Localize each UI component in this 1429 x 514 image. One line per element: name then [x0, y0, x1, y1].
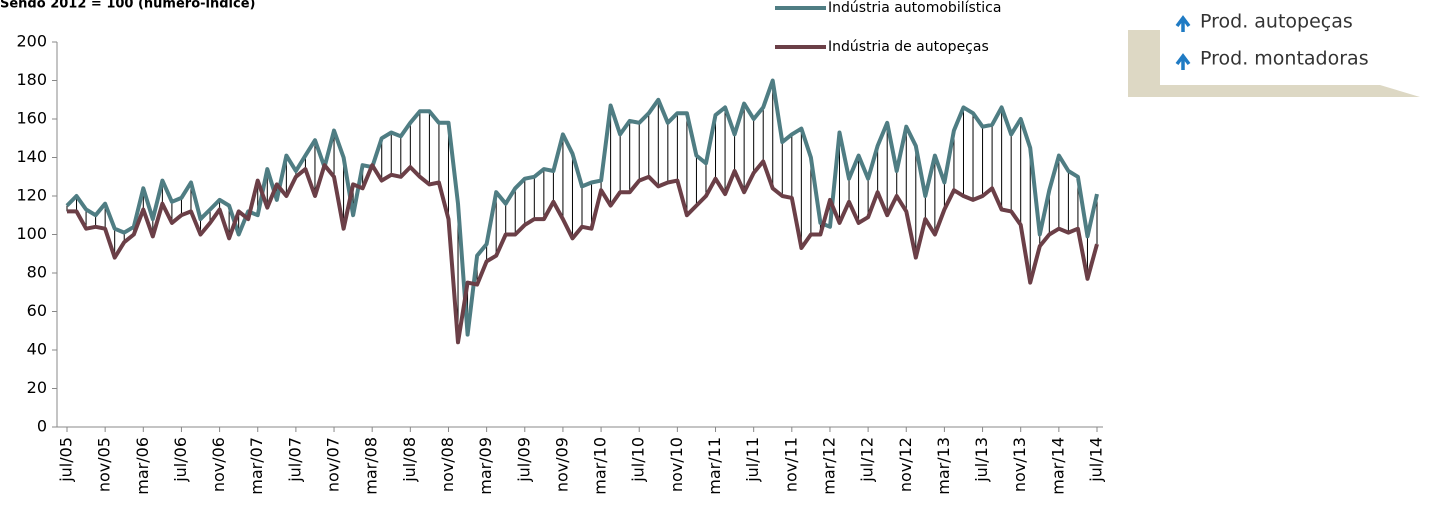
- annotation: Prod. montadoras: [1200, 48, 1369, 70]
- x-tick-label: nov/12: [896, 437, 915, 492]
- x-tick-label: mar/12: [819, 437, 838, 495]
- legend-label: Indústria de autopeças: [828, 39, 989, 55]
- chart-title: Sendo 2012 = 100 (número-índice): [0, 0, 255, 12]
- x-tick-label: jul/05: [57, 437, 76, 483]
- series-line: [67, 159, 1099, 345]
- x-tick-label: jul/13: [972, 437, 991, 483]
- x-tick-label: mar/11: [705, 437, 724, 495]
- y-tick-label: 140: [16, 147, 47, 166]
- y-tick-label: 40: [27, 340, 47, 359]
- y-tick-label: 20: [27, 378, 47, 397]
- x-tick-label: nov/08: [438, 437, 457, 492]
- x-tick-label: jul/14: [1087, 437, 1106, 483]
- x-tick-label: jul/11: [743, 437, 762, 483]
- x-tick-label: mar/13: [934, 437, 953, 495]
- arrow-icon: [1175, 53, 1191, 70]
- x-tick-label: nov/13: [1010, 437, 1029, 492]
- x-tick-label: mar/07: [247, 437, 266, 495]
- arrow-icon: [1175, 15, 1191, 32]
- x-tick-label: nov/05: [95, 437, 114, 492]
- x-tick-label: mar/10: [591, 437, 610, 495]
- x-tick-label: jul/06: [171, 437, 190, 483]
- y-tick-label: 60: [27, 301, 47, 320]
- y-tick-label: 0: [37, 417, 47, 436]
- y-tick-label: 180: [16, 70, 47, 89]
- x-tick-label: jul/08: [400, 437, 419, 483]
- x-tick-label: nov/11: [781, 437, 800, 492]
- x-tick-label: mar/08: [362, 437, 381, 495]
- x-tick-label: jul/07: [285, 437, 304, 483]
- legend-label: Indústria automobilística: [828, 0, 1001, 16]
- x-tick-label: nov/07: [324, 437, 343, 492]
- y-tick-label: 200: [16, 32, 47, 51]
- annotation-box: [1128, 30, 1420, 97]
- y-tick-label: 160: [16, 109, 47, 128]
- x-tick-label: jul/09: [514, 437, 533, 483]
- y-tick-label: 120: [16, 186, 47, 205]
- x-tick-label: nov/09: [552, 437, 571, 492]
- x-tick-label: mar/14: [1048, 437, 1067, 495]
- x-tick-label: mar/09: [476, 437, 495, 495]
- series-line: [65, 78, 1099, 337]
- annotation: Prod. autopeças: [1200, 11, 1353, 33]
- y-tick-label: 100: [16, 224, 47, 243]
- x-tick-label: mar/06: [133, 437, 152, 495]
- x-tick-label: jul/12: [858, 437, 877, 483]
- x-tick-label: jul/10: [629, 437, 648, 483]
- x-tick-label: nov/10: [667, 437, 686, 492]
- x-tick-label: nov/06: [209, 437, 228, 492]
- y-tick-label: 80: [27, 263, 47, 282]
